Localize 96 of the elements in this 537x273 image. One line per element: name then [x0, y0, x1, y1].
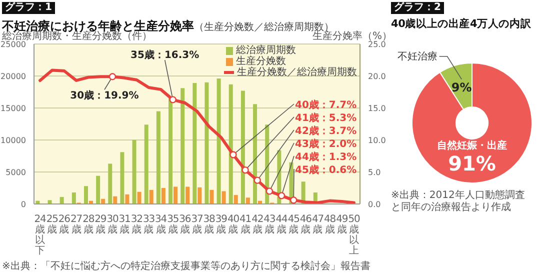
x-tick-label: 36歳 [179, 214, 191, 236]
x-tick-label: 45歳 [288, 214, 300, 236]
bar [234, 195, 238, 204]
bar [174, 186, 178, 204]
y-tick-label: 20000 [0, 72, 26, 81]
bar [168, 98, 173, 204]
bar [216, 78, 221, 204]
legend-label: 総治療周期数 [236, 45, 296, 56]
data-label: 9% [451, 80, 472, 94]
bar [192, 83, 197, 204]
x-tick-label: 31歳 [118, 214, 131, 236]
bar [186, 186, 190, 204]
x-tick-label: 43歳 [264, 214, 276, 236]
x-tick-label: 44歳 [276, 214, 288, 236]
text: グラフ：1 [2, 2, 55, 14]
annotation: 42歳：3.7% [295, 125, 357, 137]
y2-tick-label: 15.0 [368, 104, 386, 113]
y2-tick-label: 5.0 [368, 168, 381, 177]
x-tick-label: 27歳 [70, 214, 82, 236]
legend-label: 生産分娩数／総治療周期数 [237, 67, 357, 78]
bar [96, 176, 100, 204]
chart-title: 40歳以上の出産4万人の内訳 [391, 17, 532, 31]
legend-label: 生産分娩数 [236, 56, 286, 67]
y2-axis-title: 生産分娩率（%） [312, 30, 392, 42]
x-tick-label: 38歳 [203, 214, 216, 236]
x-tick-label: 41歳 [240, 214, 252, 236]
x-tick-label: 25歳 [46, 214, 58, 236]
x-tick-label: 39歳 [215, 214, 228, 236]
x-tick-label: 34歳 [155, 214, 167, 236]
text: グラフ：2 [391, 2, 444, 14]
y2-tick-label: 10.0 [368, 136, 386, 145]
x-tick-label: 28歳 [82, 214, 94, 236]
y-tick-label: 25000 [0, 40, 26, 49]
x-tick-label: 35歳 [167, 214, 179, 236]
data-label: 91% [448, 152, 496, 176]
annotation: 43歳：2.0% [295, 138, 357, 150]
bar [144, 124, 148, 204]
point [169, 96, 176, 104]
x-tick-label: 37歳 [191, 214, 203, 236]
bar [156, 111, 160, 204]
bar [48, 200, 52, 204]
x-tick-label: 49歳 [336, 214, 348, 236]
y2-tick-label: 25.0 [368, 40, 386, 49]
annotation: 35歳：16.3% [130, 49, 200, 61]
bar [161, 188, 166, 204]
x-tick-label: 26歳 [58, 214, 70, 236]
annotation: 45歳：0.6% [295, 164, 357, 176]
bar [204, 82, 209, 204]
annotation: 30歳：19.9% [70, 90, 139, 102]
x-tick-label: 40歳 [227, 214, 240, 236]
bar [60, 196, 64, 204]
text: ※出典：2012年人口動態調査と同年の治療報告より作成 [391, 190, 526, 214]
bar [72, 192, 76, 204]
y2-tick-label: 20.0 [368, 72, 386, 81]
bar [180, 88, 185, 204]
x-tick-label: 48歳 [324, 214, 336, 236]
x-tick-label: 42歳 [252, 214, 264, 236]
text: ※出典：「不妊に悩む方への特定治療支援事業等のあり方に関する検討会」報告書 [2, 260, 370, 273]
y-tick-label: 5000 [6, 168, 26, 177]
x-tick-label: 47歳 [312, 214, 324, 236]
x-tick-label: 46歳 [300, 214, 312, 236]
bar [246, 198, 250, 204]
y-axis-title: 総治療周期数・生産分娩数（件） [2, 30, 152, 42]
bar [113, 196, 118, 204]
x-tick-label: 29歳 [94, 214, 106, 236]
bar [198, 187, 202, 204]
x-tick-label: 50歳以上 [348, 214, 360, 256]
y-tick-label: 10000 [0, 136, 26, 145]
point [290, 196, 298, 204]
bar [210, 190, 214, 204]
slice-label: 不妊治療 [397, 50, 438, 62]
annotation: 41歳：5.3% [295, 112, 357, 124]
point [266, 188, 274, 195]
annotation: 40歳：7.7% [295, 99, 357, 111]
bar [120, 152, 124, 204]
y-tick-label: 0 [20, 200, 26, 209]
donut-slice [412, 62, 532, 184]
x-tick-label: 33歳 [142, 214, 155, 236]
slice-label: 自然妊娠・出産 [437, 140, 507, 152]
bar [149, 190, 154, 204]
x-tick-label: 32歳 [130, 214, 143, 236]
bar [132, 140, 136, 204]
y-tick-label: 15000 [0, 104, 26, 113]
x-tick-label: 30歳 [106, 214, 118, 236]
bar [125, 194, 130, 204]
point [108, 73, 116, 80]
x-tick-label: 24歳以下 [34, 214, 46, 256]
line-series [38, 68, 356, 204]
point [254, 176, 261, 184]
bar [222, 191, 226, 204]
bar [108, 164, 112, 204]
point [278, 192, 286, 200]
y2-tick-label: 0.0 [368, 200, 381, 209]
annotation: 44歳：1.3% [295, 151, 357, 163]
bar [137, 192, 142, 204]
bar [84, 186, 88, 204]
